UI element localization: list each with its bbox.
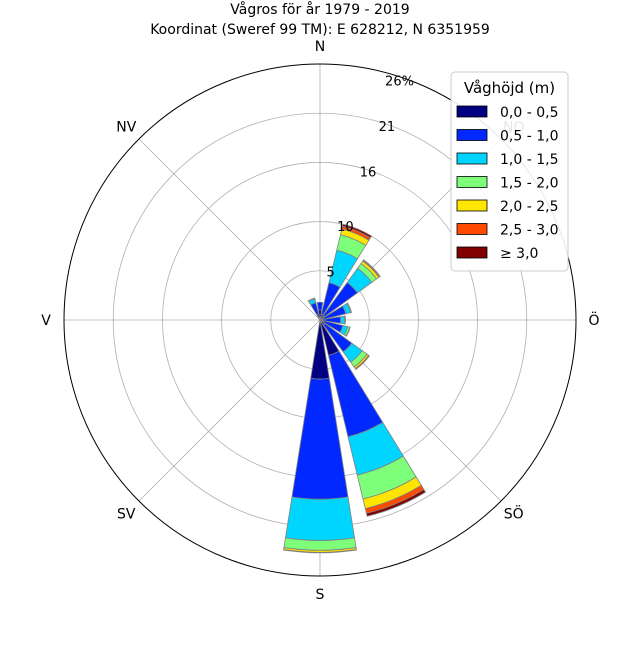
bar-e-series-3 [343, 315, 346, 325]
compass-label-0: N [315, 39, 325, 55]
compass-label-225: SV [117, 507, 136, 523]
outer-ring [63, 63, 577, 577]
legend-label: 0,5 - 1,0 [500, 129, 558, 145]
chart-title: Vågros för år 1979 - 2019 [230, 1, 409, 18]
radial-tick-label: 21 [379, 120, 396, 135]
legend-swatch [456, 152, 488, 165]
compass-label-180: S [316, 587, 325, 603]
legend-swatch [456, 199, 488, 212]
bar-sse-series-6 [365, 489, 427, 517]
legend: Våghöjd (m) 0,0 - 0,5 0,5 - 1,0 1,0 - 1,5 1,… [450, 71, 569, 272]
legend-swatch [456, 246, 488, 259]
bar-nne-series-6 [342, 223, 372, 239]
legend-box [450, 71, 569, 272]
legend-label: 0,0 - 0,5 [500, 105, 558, 121]
legend-swatch [456, 105, 488, 118]
legend-label: 2,5 - 3,0 [500, 223, 558, 239]
compass-label-90: Ö [588, 311, 599, 329]
spoke-gridline [138, 138, 321, 321]
legend-swatch [456, 129, 488, 141]
compass-label-270: V [41, 313, 51, 329]
bar-s-series-2 [285, 496, 355, 541]
radial-tick-label: 26% [385, 74, 414, 89]
compass-label-315: NV [116, 119, 136, 135]
legend-label: ≥ 3,0 [500, 246, 538, 262]
radial-tick-label: 16 [360, 165, 377, 180]
bar-ese-series-4 [345, 326, 351, 337]
legend-label: 2,0 - 2,5 [500, 199, 558, 215]
bar-s-series-5 [283, 549, 357, 554]
bar-se-series-5 [354, 354, 370, 370]
legend-label: 1,0 - 1,5 [500, 152, 558, 168]
radial-tick-label: 5 [327, 266, 335, 281]
bar-e-series-2 [339, 315, 346, 325]
bar-n-series-1 [316, 301, 324, 311]
compass-label-135: SÖ [504, 505, 524, 523]
legend-swatch [456, 176, 488, 188]
legend-title: Våghöjd (m) [464, 79, 555, 97]
legend-swatch [456, 223, 488, 235]
radial-tick-label: 10 [337, 220, 354, 235]
spoke-gridline [138, 319, 321, 502]
bar-ene-series-3 [346, 302, 353, 314]
axis-labels: NNOÖSÖSSVVNV510162126% [41, 39, 599, 603]
chart-subtitle: Koordinat (Sweref 99 TM): E 628212, N 63… [150, 22, 490, 38]
bar-nnw-series-3 [307, 297, 316, 303]
bar-ne-series-6 [362, 259, 381, 278]
legend-label: 1,5 - 2,0 [500, 176, 558, 192]
rose-bars [283, 223, 427, 554]
